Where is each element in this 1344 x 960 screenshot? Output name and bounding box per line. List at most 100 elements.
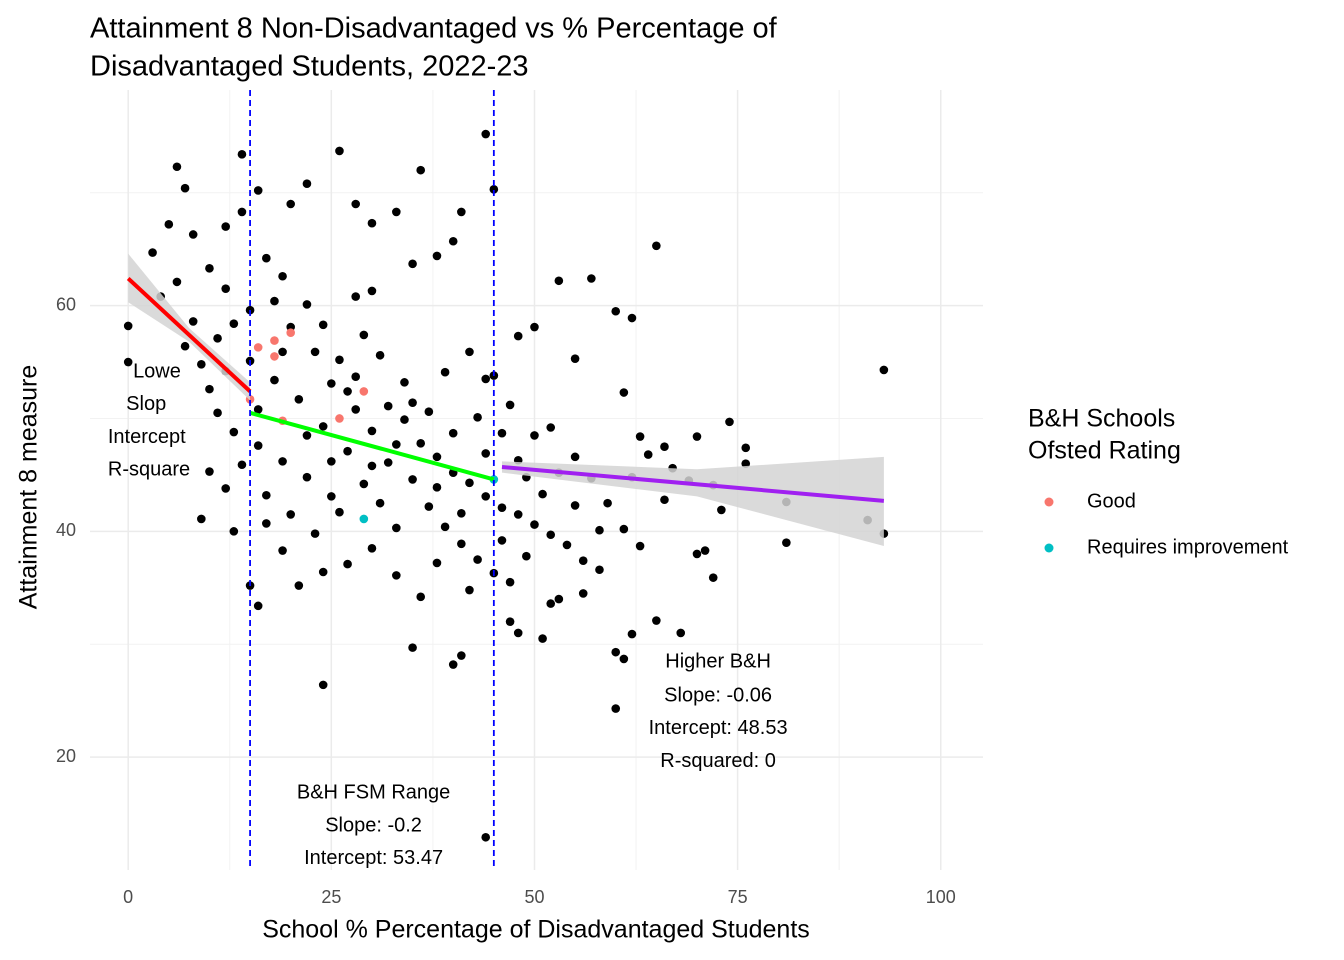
point xyxy=(400,415,409,424)
legend-key xyxy=(1044,543,1054,553)
point xyxy=(318,422,328,431)
point xyxy=(172,162,182,172)
point xyxy=(611,704,621,713)
point xyxy=(197,359,206,369)
point xyxy=(505,577,515,587)
point xyxy=(237,460,247,470)
point xyxy=(253,601,263,611)
point xyxy=(570,354,580,363)
point xyxy=(652,241,661,251)
point xyxy=(465,478,474,488)
point xyxy=(416,165,426,175)
point xyxy=(351,292,361,301)
point xyxy=(635,541,645,551)
point xyxy=(302,472,312,482)
point xyxy=(538,634,547,643)
point xyxy=(595,565,604,575)
point xyxy=(310,529,320,538)
point xyxy=(229,527,239,536)
point xyxy=(554,276,564,286)
point xyxy=(221,284,230,293)
point xyxy=(270,296,279,306)
point xyxy=(351,372,361,382)
point xyxy=(741,459,751,468)
point xyxy=(440,367,450,377)
point xyxy=(782,538,791,547)
chart-title: Disadvantaged Students, 2022-23 xyxy=(90,51,529,83)
point xyxy=(253,405,263,414)
point xyxy=(546,599,556,608)
point xyxy=(554,594,564,604)
point xyxy=(481,374,491,384)
point xyxy=(335,414,344,423)
point xyxy=(172,277,182,287)
point xyxy=(513,331,523,341)
point xyxy=(473,555,482,564)
x-tick-label: 100 xyxy=(926,887,956,907)
point xyxy=(367,286,377,296)
point xyxy=(262,490,271,500)
point xyxy=(416,592,426,602)
point xyxy=(375,498,385,508)
point xyxy=(408,398,417,407)
x-tick-label: 25 xyxy=(321,887,341,907)
point xyxy=(221,222,230,231)
point xyxy=(310,347,320,357)
point xyxy=(530,431,539,440)
point xyxy=(497,503,507,512)
point xyxy=(546,530,556,540)
point xyxy=(595,525,604,535)
y-tick-label: 20 xyxy=(56,746,76,766)
point xyxy=(432,251,442,261)
point xyxy=(205,264,214,273)
point xyxy=(692,432,702,441)
point xyxy=(392,523,401,533)
annotation: B&H FSM Range xyxy=(297,782,450,804)
annotation: Slop xyxy=(126,393,166,415)
point xyxy=(375,350,385,360)
point xyxy=(676,628,686,638)
annotation: R-squared: 0 xyxy=(660,750,776,772)
point xyxy=(392,207,401,217)
point xyxy=(229,319,239,328)
point xyxy=(603,498,612,508)
point xyxy=(343,387,352,396)
point xyxy=(343,446,352,456)
point xyxy=(741,443,751,453)
point xyxy=(253,186,263,195)
point xyxy=(318,567,328,577)
point xyxy=(278,271,287,281)
point xyxy=(530,520,539,529)
point xyxy=(318,320,328,330)
point xyxy=(408,475,417,484)
point xyxy=(578,589,588,598)
point xyxy=(180,183,190,193)
annotation: Intercept xyxy=(108,426,186,448)
point xyxy=(318,680,328,690)
point xyxy=(448,236,458,246)
point xyxy=(481,492,491,501)
point xyxy=(123,357,133,367)
y-tick-label: 60 xyxy=(56,294,76,314)
point xyxy=(481,449,491,458)
point xyxy=(635,432,645,441)
point xyxy=(164,220,174,229)
point xyxy=(148,248,157,257)
point xyxy=(327,457,336,466)
point xyxy=(578,556,588,566)
y-axis-title: Attainment 8 measure xyxy=(15,365,43,610)
point xyxy=(392,571,401,580)
point xyxy=(627,629,637,639)
legend-key xyxy=(1044,497,1054,507)
point xyxy=(619,654,629,664)
point xyxy=(278,546,287,555)
legend-title: B&H Schools xyxy=(1028,405,1175,433)
point xyxy=(473,413,482,422)
point xyxy=(278,347,287,357)
point xyxy=(497,428,507,438)
legend-label: Requires improvement xyxy=(1087,536,1289,558)
legend-label: Good xyxy=(1087,490,1136,512)
x-axis-title: School % Percentage of Disadvantaged Stu… xyxy=(262,916,810,944)
point xyxy=(465,585,474,595)
point xyxy=(481,129,491,139)
